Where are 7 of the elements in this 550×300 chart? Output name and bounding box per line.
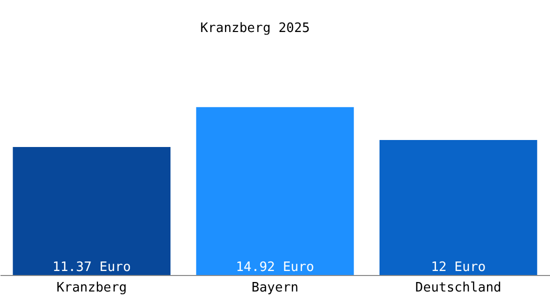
x-tick-label: Bayern <box>252 280 298 296</box>
data-label: 11.37 Euro <box>52 260 131 275</box>
chart-title: Kranzberg 2025 <box>200 21 310 36</box>
data-label: 14.92 Euro <box>236 260 314 275</box>
x-tick-label: Deutschland <box>415 280 502 296</box>
x-tick-label: Kranzberg <box>56 280 127 296</box>
data-label: 12 Euro <box>430 260 486 275</box>
